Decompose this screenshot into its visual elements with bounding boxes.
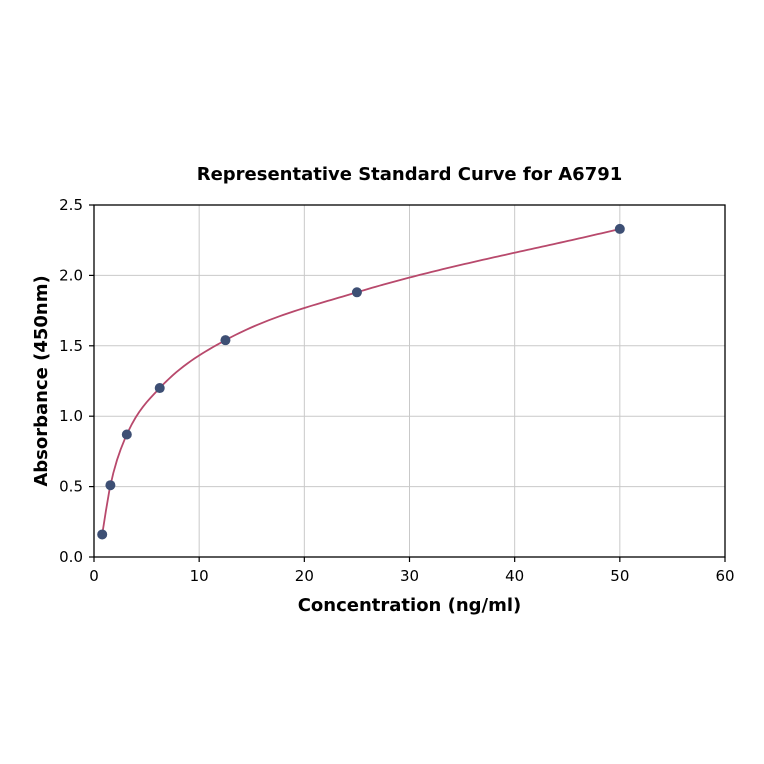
x-tick-label: 40 [505, 567, 524, 585]
x-axis-label: Concentration (ng/ml) [298, 595, 522, 616]
axes [89, 204, 726, 562]
y-tick-label: 2.0 [59, 266, 83, 284]
x-tick-label: 0 [89, 567, 99, 585]
data-point [351, 287, 362, 298]
y-axis-label: Absorbance (450nm) [31, 275, 52, 486]
x-tick-label: 60 [715, 567, 734, 585]
data-point [105, 480, 116, 491]
data-points [97, 223, 625, 540]
tick-labels: 0 10 20 30 40 50 60 0.0 0.5 1.0 1.5 2.0 2.5 [59, 196, 734, 585]
x-tick-label: 50 [610, 567, 629, 585]
x-tick-label: 20 [295, 567, 314, 585]
x-tick-label: 30 [400, 567, 419, 585]
data-point [154, 383, 165, 394]
gridlines [93, 204, 726, 558]
data-point [121, 429, 132, 440]
y-tick-label: 0.5 [59, 478, 83, 496]
data-point [220, 335, 231, 346]
y-tick-label: 2.5 [59, 196, 83, 214]
data-point [614, 223, 625, 234]
y-tick-label: 0.0 [59, 548, 83, 566]
y-tick-label: 1.0 [59, 407, 83, 425]
x-tick-label: 10 [190, 567, 209, 585]
chart-title: Representative Standard Curve for A6791 [197, 164, 623, 185]
data-point [97, 529, 108, 540]
fit-curve-path [101, 228, 621, 535]
fit-curve [101, 228, 621, 535]
y-tick-label: 1.5 [59, 337, 83, 355]
